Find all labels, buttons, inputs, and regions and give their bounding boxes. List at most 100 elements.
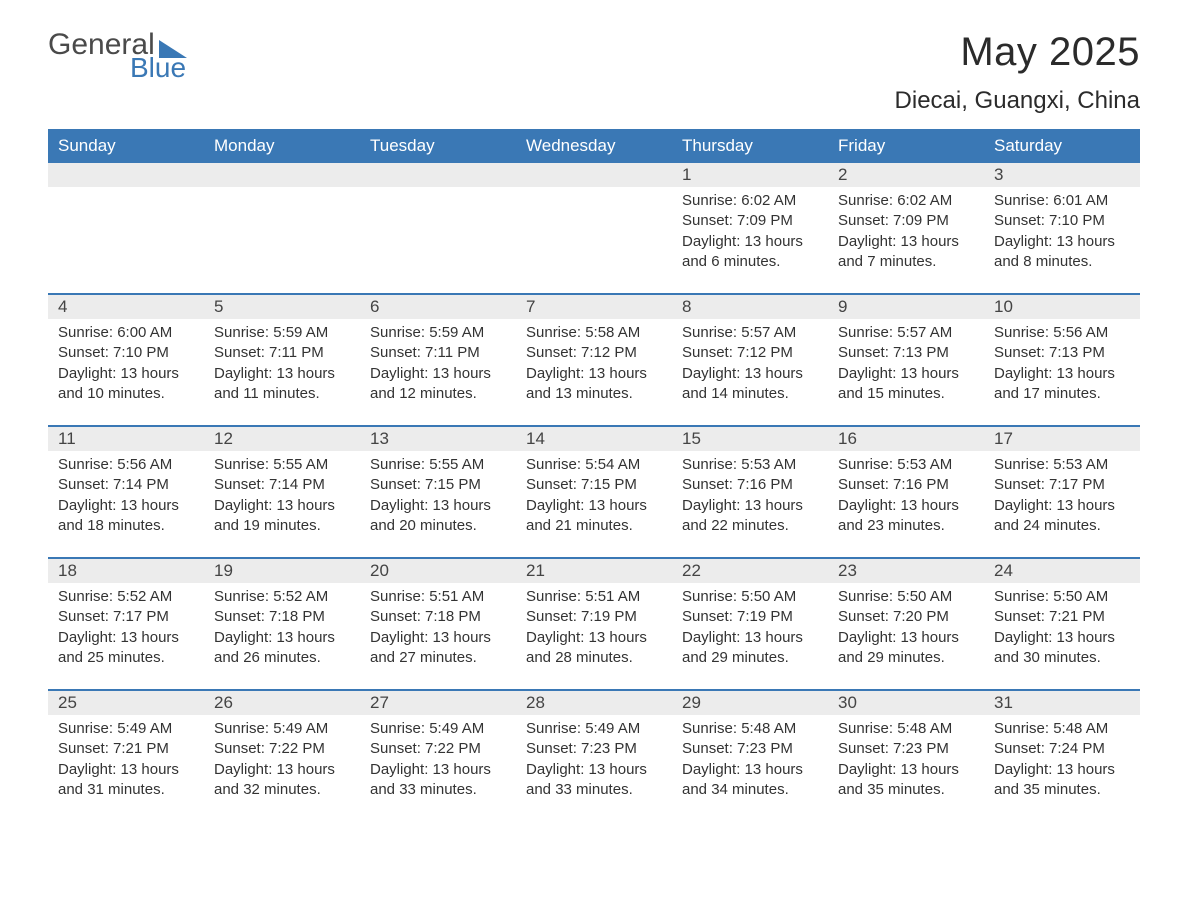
sunrise-line: Sunrise: 5:55 AM <box>214 455 350 475</box>
day-body: Sunrise: 5:53 AMSunset: 7:16 PMDaylight:… <box>672 451 828 536</box>
day-number: 25 <box>48 691 204 715</box>
sunrise-line: Sunrise: 5:59 AM <box>214 323 350 343</box>
day-body: Sunrise: 5:50 AMSunset: 7:20 PMDaylight:… <box>828 583 984 668</box>
sunrise-line: Sunrise: 5:49 AM <box>58 719 194 739</box>
daylight-line: Daylight: 13 hours and 31 minutes. <box>58 760 194 801</box>
daylight-line: Daylight: 13 hours and 13 minutes. <box>526 364 662 405</box>
sunrise-line: Sunrise: 5:48 AM <box>838 719 974 739</box>
sunset-line: Sunset: 7:16 PM <box>838 475 974 495</box>
week-row: 18 Sunrise: 5:52 AM Sunset: 7:17 PM Dayligh… <box>48 557 1140 689</box>
day-number: 10 <box>984 295 1140 319</box>
daylight-line: Daylight: 13 hours and 22 minutes. <box>682 496 818 537</box>
daylight-line: Daylight: 13 hours and 26 minutes. <box>214 628 350 669</box>
week-row: 1Sunrise: 6:02 AMSunset: 7:09 PMDaylight… <box>48 163 1140 293</box>
sunset-line: Sunset: 7:23 PM <box>838 739 974 759</box>
day-number: 12 <box>204 427 360 451</box>
sunset-line: Sunset: 7:14 PM <box>214 475 350 495</box>
day-number: 22 <box>672 559 828 583</box>
daylight-line: Daylight: 13 hours and 33 minutes. <box>526 760 662 801</box>
day-body: Sunrise: 5:51 AMSunset: 7:19 PMDaylight:… <box>516 583 672 668</box>
daylight-line: Daylight: 13 hours and 12 minutes. <box>370 364 506 405</box>
day-cell: 18Sunrise: 5:52 AMSunset: 7:17 PMDayligh… <box>48 559 204 689</box>
day-body: Sunrise: 5:50 AMSunset: 7:21 PMDaylight:… <box>984 583 1140 668</box>
day-number: 26 <box>204 691 360 715</box>
week-row: 25Sunrise: 5:49 AMSunset: 7:21 PMDayligh… <box>48 689 1140 821</box>
sunset-line: Sunset: 7:10 PM <box>58 343 194 363</box>
daylight-line: Daylight: 13 hours and 24 minutes. <box>994 496 1130 537</box>
day-cell: 24Sunrise: 5:50 AMSunset: 7:21 PMDayligh… <box>984 559 1140 689</box>
sunset-line: Sunset: 7:16 PM <box>682 475 818 495</box>
day-body: Sunrise: 5:56 AMSunset: 7:13 PMDaylight:… <box>984 319 1140 404</box>
calendar: SundayMondayTuesdayWednesdayThursdayFrid… <box>48 129 1140 821</box>
day-body: Sunrise: 5:51 AMSunset: 7:18 PMDaylight:… <box>360 583 516 668</box>
day-body: Sunrise: 5:52 AMSunset: 7:18 PMDaylight:… <box>204 583 360 668</box>
day-number: 13 <box>360 427 516 451</box>
day-cell: 30Sunrise: 5:48 AMSunset: 7:23 PMDayligh… <box>828 691 984 821</box>
day-number: 23 <box>828 559 984 583</box>
day-body: Sunrise: 5:48 AMSunset: 7:23 PMDaylight:… <box>828 715 984 800</box>
location-text: Diecai, Guangxi, China <box>895 87 1140 115</box>
day-body: Sunrise: 5:57 AMSunset: 7:12 PMDaylight:… <box>672 319 828 404</box>
day-number: 18 <box>48 559 204 583</box>
day-cell <box>360 163 516 293</box>
daylight-line: Daylight: 13 hours and 29 minutes. <box>682 628 818 669</box>
daylight-line: Daylight: 13 hours and 23 minutes. <box>838 496 974 537</box>
sunset-line: Sunset: 7:22 PM <box>370 739 506 759</box>
title-block: May 2025 Diecai, Guangxi, China <box>895 30 1140 115</box>
day-header-row: SundayMondayTuesdayWednesdayThursdayFrid… <box>48 129 1140 163</box>
sunset-line: Sunset: 7:18 PM <box>370 607 506 627</box>
day-body: Sunrise: 5:53 AMSunset: 7:16 PMDaylight:… <box>828 451 984 536</box>
day-cell: 25Sunrise: 5:49 AMSunset: 7:21 PMDayligh… <box>48 691 204 821</box>
sunset-line: Sunset: 7:13 PM <box>994 343 1130 363</box>
day-number: 16 <box>828 427 984 451</box>
header: General Blue May 2025 Diecai, Guangxi, C… <box>48 30 1140 115</box>
day-cell: 28Sunrise: 5:49 AMSunset: 7:23 PMDayligh… <box>516 691 672 821</box>
day-number: 1 <box>672 163 828 187</box>
day-body: Sunrise: 5:54 AMSunset: 7:15 PMDaylight:… <box>516 451 672 536</box>
day-body: Sunrise: 5:48 AMSunset: 7:23 PMDaylight:… <box>672 715 828 800</box>
sunrise-line: Sunrise: 5:56 AM <box>58 455 194 475</box>
day-cell: 10Sunrise: 5:56 AMSunset: 7:13 PMDayligh… <box>984 295 1140 425</box>
day-number: 20 <box>360 559 516 583</box>
day-header: Sunday <box>48 129 204 163</box>
day-cell <box>516 163 672 293</box>
day-body: Sunrise: 6:00 AMSunset: 7:10 PMDaylight:… <box>48 319 204 404</box>
sunrise-line: Sunrise: 5:48 AM <box>682 719 818 739</box>
sunrise-line: Sunrise: 5:48 AM <box>994 719 1130 739</box>
sunset-line: Sunset: 7:18 PM <box>214 607 350 627</box>
sunrise-line: Sunrise: 5:57 AM <box>682 323 818 343</box>
day-number: 3 <box>984 163 1140 187</box>
sunset-line: Sunset: 7:23 PM <box>682 739 818 759</box>
day-number <box>360 163 516 187</box>
day-body: Sunrise: 5:49 AMSunset: 7:22 PMDaylight:… <box>360 715 516 800</box>
sunrise-line: Sunrise: 5:50 AM <box>994 587 1130 607</box>
sunset-line: Sunset: 7:21 PM <box>994 607 1130 627</box>
day-cell: 4Sunrise: 6:00 AMSunset: 7:10 PMDaylight… <box>48 295 204 425</box>
daylight-line: Daylight: 13 hours and 6 minutes. <box>682 232 818 273</box>
day-number <box>48 163 204 187</box>
week-row: 4Sunrise: 6:00 AMSunset: 7:10 PMDaylight… <box>48 293 1140 425</box>
day-cell: 26Sunrise: 5:49 AMSunset: 7:22 PMDayligh… <box>204 691 360 821</box>
sunrise-line: Sunrise: 5:54 AM <box>526 455 662 475</box>
day-body: Sunrise: 5:58 AMSunset: 7:12 PMDaylight:… <box>516 319 672 404</box>
day-number: 2 <box>828 163 984 187</box>
day-body: Sunrise: 5:59 AMSunset: 7:11 PMDaylight:… <box>360 319 516 404</box>
day-body: Sunrise: 5:56 AMSunset: 7:14 PMDaylight:… <box>48 451 204 536</box>
day-number: 9 <box>828 295 984 319</box>
sunrise-line: Sunrise: 5:52 AM <box>214 587 350 607</box>
day-cell: 21Sunrise: 5:51 AMSunset: 7:19 PMDayligh… <box>516 559 672 689</box>
daylight-line: Daylight: 13 hours and 34 minutes. <box>682 760 818 801</box>
day-body: Sunrise: 6:02 AMSunset: 7:09 PMDaylight:… <box>672 187 828 272</box>
sunset-line: Sunset: 7:24 PM <box>994 739 1130 759</box>
day-body: Sunrise: 6:01 AMSunset: 7:10 PMDaylight:… <box>984 187 1140 272</box>
day-body: Sunrise: 5:55 AMSunset: 7:14 PMDaylight:… <box>204 451 360 536</box>
sunrise-line: Sunrise: 6:02 AM <box>838 191 974 211</box>
day-cell: 29Sunrise: 5:48 AMSunset: 7:23 PMDayligh… <box>672 691 828 821</box>
day-cell: 1Sunrise: 6:02 AMSunset: 7:09 PMDaylight… <box>672 163 828 293</box>
sunset-line: Sunset: 7:17 PM <box>58 607 194 627</box>
day-body: Sunrise: 5:55 AMSunset: 7:15 PMDaylight:… <box>360 451 516 536</box>
sunset-line: Sunset: 7:11 PM <box>370 343 506 363</box>
daylight-line: Daylight: 13 hours and 7 minutes. <box>838 232 974 273</box>
day-cell: 15Sunrise: 5:53 AMSunset: 7:16 PMDayligh… <box>672 427 828 557</box>
day-number: 31 <box>984 691 1140 715</box>
